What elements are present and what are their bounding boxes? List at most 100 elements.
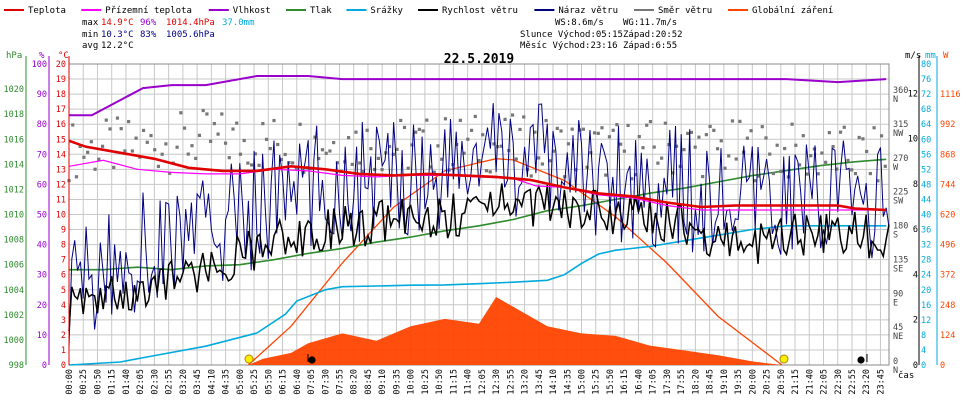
x-tick-label: 20:50 <box>777 369 787 395</box>
series-direction-point <box>108 127 112 131</box>
series-direction-point <box>112 165 116 169</box>
series-direction-point <box>279 157 284 162</box>
moonrise-icon <box>857 356 865 364</box>
y-tick-temperature: 18 <box>56 90 66 100</box>
legend-label-7: Směr větru <box>658 6 712 16</box>
series-direction-point <box>809 154 813 158</box>
y-tick-rain: 64 <box>921 120 931 130</box>
y-tick-humidity: 100 <box>32 60 47 70</box>
y-tick-solar: 620 <box>940 211 955 221</box>
y-tick-rain: 12 <box>921 316 931 326</box>
y-tick-pressure: 1006 <box>4 261 24 271</box>
series-direction-point <box>749 129 753 133</box>
legend-label-0: Teplota <box>28 6 66 16</box>
series-direction-point <box>846 158 850 163</box>
y-tick-rain: 20 <box>921 286 931 296</box>
series-direction-point <box>671 171 675 175</box>
series-gust <box>68 103 890 349</box>
legend-label-2: Vlhkost <box>233 6 271 16</box>
series-direction-point <box>115 116 120 120</box>
y-tick-direction: 0 <box>893 357 898 367</box>
series-direction-point <box>604 173 608 177</box>
sunrise-icon <box>244 354 254 364</box>
series-direction-point <box>660 156 664 160</box>
series-direction-point <box>771 171 776 176</box>
series-direction-point <box>332 140 336 145</box>
series-direction-point <box>872 126 876 130</box>
y-tick-solar: 372 <box>940 271 955 281</box>
x-tick-label: 00:50 <box>93 369 103 395</box>
y-tick-solar: 0 <box>940 361 945 371</box>
x-tick-label: 10:25 <box>421 369 431 395</box>
unit-hpa: hPa <box>6 51 22 61</box>
series-direction-point <box>518 127 522 132</box>
series-direction-point <box>838 130 843 134</box>
x-tick-label: 07:05 <box>307 369 317 395</box>
y-tick-temperature: 17 <box>56 105 66 115</box>
y-tick-temperature: 6 <box>61 271 66 281</box>
y-tick-wind: 8 <box>913 180 918 190</box>
y-tick-direction-name: NW <box>893 129 904 139</box>
series-direction-point <box>861 137 865 141</box>
y-tick-temperature: 1 <box>61 346 66 356</box>
y-tick-solar: 992 <box>940 120 955 130</box>
y-tick-wind: 4 <box>913 270 918 280</box>
y-tick-direction-name: S <box>893 231 898 241</box>
series-direction-point <box>555 126 559 130</box>
series-direction-point <box>328 149 332 153</box>
series-direction-point <box>797 163 802 167</box>
moonset-icon <box>308 356 316 364</box>
y-tick-direction-name: SW <box>893 197 904 207</box>
series-humidity <box>69 75 887 117</box>
series-direction-point <box>469 128 474 132</box>
y-tick-pressure: 1010 <box>4 211 24 221</box>
x-tick-label: 11:15 <box>449 369 459 395</box>
x-tick-label: 15:25 <box>592 369 602 395</box>
series-direction-point <box>458 118 462 122</box>
x-tick-label: 17:05 <box>649 369 659 395</box>
series-direction-point <box>182 126 187 130</box>
y-tick-direction-name: NE <box>893 332 903 342</box>
series-direction-point <box>268 146 272 151</box>
x-tick-label: 04:10 <box>207 369 217 395</box>
series-direction-point <box>127 119 131 124</box>
series-direction-point <box>417 127 421 131</box>
series-direction-point <box>853 171 858 176</box>
stat-max-temp: 14.9°C <box>101 18 134 28</box>
series-direction-point <box>276 142 280 147</box>
y-tick-pressure: 1018 <box>4 110 24 120</box>
y-tick-humidity: 50 <box>37 211 47 221</box>
x-tick-label: 08:45 <box>364 369 374 395</box>
series-direction-point <box>402 125 407 130</box>
stat-max-label: max <box>82 18 99 28</box>
y-tick-temperature: 13 <box>56 165 66 175</box>
series-wind <box>68 183 890 332</box>
x-tick-label: 16:15 <box>620 369 630 395</box>
y-tick-direction-name: E <box>893 298 898 308</box>
y-tick-direction: 270 <box>893 154 908 164</box>
series-direction-point <box>82 155 86 159</box>
series-layer <box>67 75 890 366</box>
stat-min-hum: 83% <box>140 30 157 40</box>
y-tick-rain: 16 <box>921 301 931 311</box>
series-direction-point <box>548 159 552 163</box>
y-tick-pressure: 1004 <box>4 286 24 296</box>
x-tick-label: 05:50 <box>264 369 274 395</box>
series-direction-point <box>827 131 831 135</box>
series-direction-point <box>253 152 257 156</box>
series-direction-point <box>395 147 399 151</box>
series-direction-point <box>641 146 645 150</box>
series-direction-point <box>566 142 571 146</box>
y-tick-solar: 124 <box>940 331 955 341</box>
x-tick-label: 03:20 <box>179 369 189 395</box>
y-tick-rain: 48 <box>921 180 931 190</box>
stat-min-press: 1005.6hPa <box>166 30 215 40</box>
series-direction-point <box>663 121 667 125</box>
y-tick-rain: 40 <box>921 211 931 221</box>
series-direction-point <box>756 174 761 178</box>
x-tick-label: 12:55 <box>506 369 516 395</box>
series-direction-point <box>820 151 824 155</box>
series-direction-point <box>220 112 224 116</box>
x-tick-label: 16:40 <box>634 369 644 395</box>
y-tick-temperature: 3 <box>61 316 66 326</box>
